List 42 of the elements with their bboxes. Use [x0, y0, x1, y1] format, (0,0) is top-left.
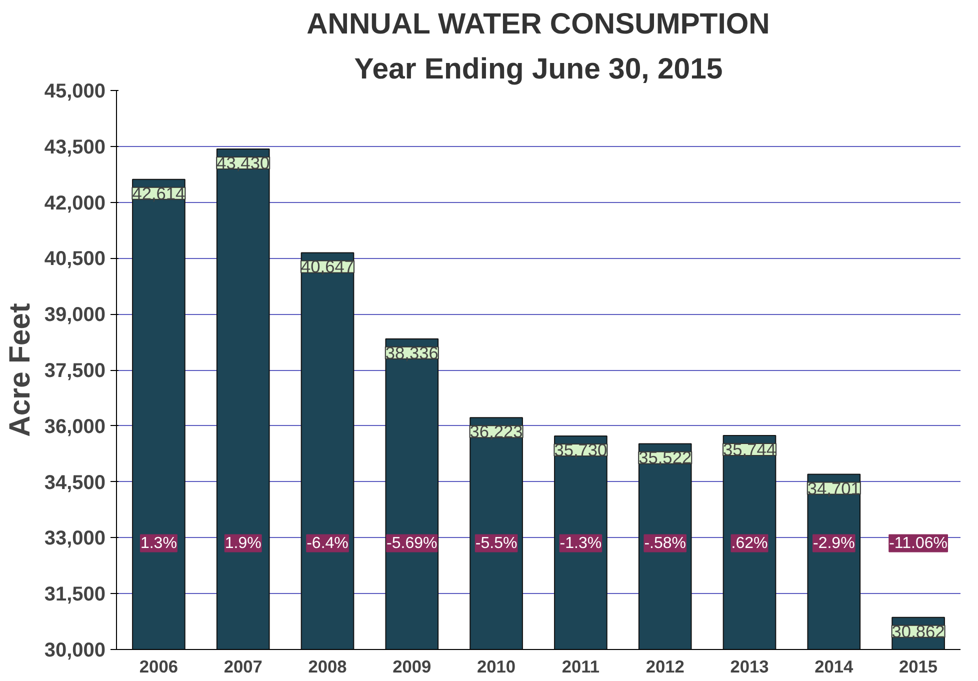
x-tick-label: 2006	[139, 656, 178, 676]
y-tick-label: 31,500	[44, 584, 106, 606]
y-tick-label: 45,000	[44, 80, 106, 102]
data-label: 36,223	[470, 422, 523, 442]
y-tick-label: 36,000	[44, 416, 106, 438]
x-tick-label: 2014	[814, 656, 854, 676]
annotation: 1.3%	[140, 534, 177, 552]
annotation: -.58%	[644, 534, 686, 552]
y-tick-label: 43,500	[44, 136, 106, 158]
y-tick-label: 39,000	[44, 304, 106, 326]
x-tick-label: 2013	[730, 656, 770, 676]
x-tick-label: 2008	[308, 656, 348, 676]
data-label: 43,430	[216, 153, 270, 174]
annotation: -1.3%	[560, 534, 602, 552]
x-tick-label: 2015	[899, 656, 938, 676]
y-tick-label: 37,500	[44, 360, 106, 382]
y-tick-label: 33,000	[44, 528, 106, 550]
data-label: 35,730	[554, 440, 608, 460]
annotation: -6.4%	[306, 534, 348, 552]
annotation: -5.5%	[475, 534, 518, 552]
chart-title: ANNUAL WATER CONSUMPTION	[306, 8, 770, 40]
y-axis-title: Acre Feet	[3, 302, 36, 437]
y-tick-label: 40,500	[44, 248, 106, 270]
x-tick-label: 2007	[224, 656, 262, 676]
annotation: -2.9%	[813, 534, 855, 552]
data-label: 38,336	[385, 342, 438, 363]
y-tick-label: 34,500	[44, 472, 106, 494]
y-tick-label: 30,000	[44, 640, 106, 662]
chart-subtitle: Year Ending June 30, 2015	[354, 52, 723, 86]
annotation: -11.06%	[889, 534, 948, 552]
x-tick-label: 2009	[392, 656, 432, 676]
data-label: 35,744	[723, 439, 776, 460]
annotation: .62%	[731, 534, 768, 552]
data-label: 35,522	[638, 448, 692, 468]
data-label: 34,701	[807, 478, 860, 498]
y-tick-label: 42,000	[44, 192, 106, 214]
data-label: 30,862	[892, 621, 945, 642]
x-tick-label: 2011	[562, 656, 600, 676]
annotation: -5.69%	[386, 534, 438, 552]
x-tick-label: 2012	[646, 656, 684, 676]
x-tick-label: 2010	[477, 656, 516, 676]
annotation: 1.9%	[224, 534, 262, 552]
